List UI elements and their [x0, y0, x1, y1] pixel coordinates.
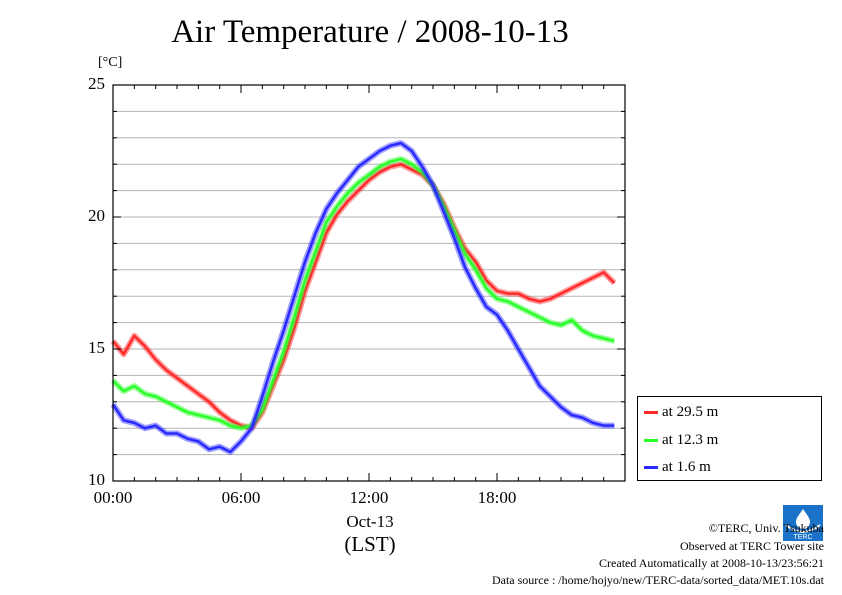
plot-frame	[112, 84, 626, 482]
x-date-label: Oct-13	[346, 512, 394, 531]
legend-label: at 29.5 m	[662, 403, 719, 420]
terc-logo: TERC	[783, 505, 823, 541]
y-tick-label: 15	[88, 338, 105, 357]
x-tick-label: 00:00	[93, 488, 133, 507]
legend: at 29.5 m at 12.3 m at 1.6 m	[637, 396, 822, 481]
y-tick-label: 10	[88, 470, 105, 489]
legend-label: at 12.3 m	[662, 431, 719, 448]
legend-item: at 12.3 m	[644, 430, 718, 450]
legend-swatch	[644, 465, 658, 469]
observed-text: Observed at TERC Tower site	[679, 539, 824, 553]
y-axis-unit-label: [°C]	[98, 55, 123, 70]
x-axis-unit-label: (LST)	[344, 532, 396, 556]
source-text: Data source : /home/hojyo/new/TERC-data/…	[491, 573, 824, 587]
copyright-text: ©TERC, Univ. Tsukuba	[708, 521, 824, 535]
legend-item: at 1.6 m	[644, 457, 711, 477]
series-line	[112, 162, 616, 430]
x-tick-label: 18:00	[477, 488, 517, 507]
legend-item: at 29.5 m	[644, 402, 718, 422]
legend-label: at 1.6 m	[662, 458, 711, 475]
x-tick-label: 06:00	[221, 488, 261, 507]
logo-text: TERC	[793, 534, 812, 541]
created-text: Created Automatically at 2008-10-13/23:5…	[599, 556, 824, 570]
y-tick-label: 20	[88, 206, 105, 225]
axis-ticks	[112, 84, 626, 482]
chart-title: Air Temperature / 2008-10-13	[171, 14, 569, 50]
series-line	[111, 141, 615, 454]
legend-swatch	[644, 438, 658, 442]
grid-lines	[113, 110, 625, 456]
series-line	[112, 157, 615, 430]
legend-swatch	[644, 410, 658, 414]
x-tick-label: 12:00	[349, 488, 389, 507]
series-lines	[110, 140, 617, 455]
y-tick-label: 25	[88, 74, 105, 93]
